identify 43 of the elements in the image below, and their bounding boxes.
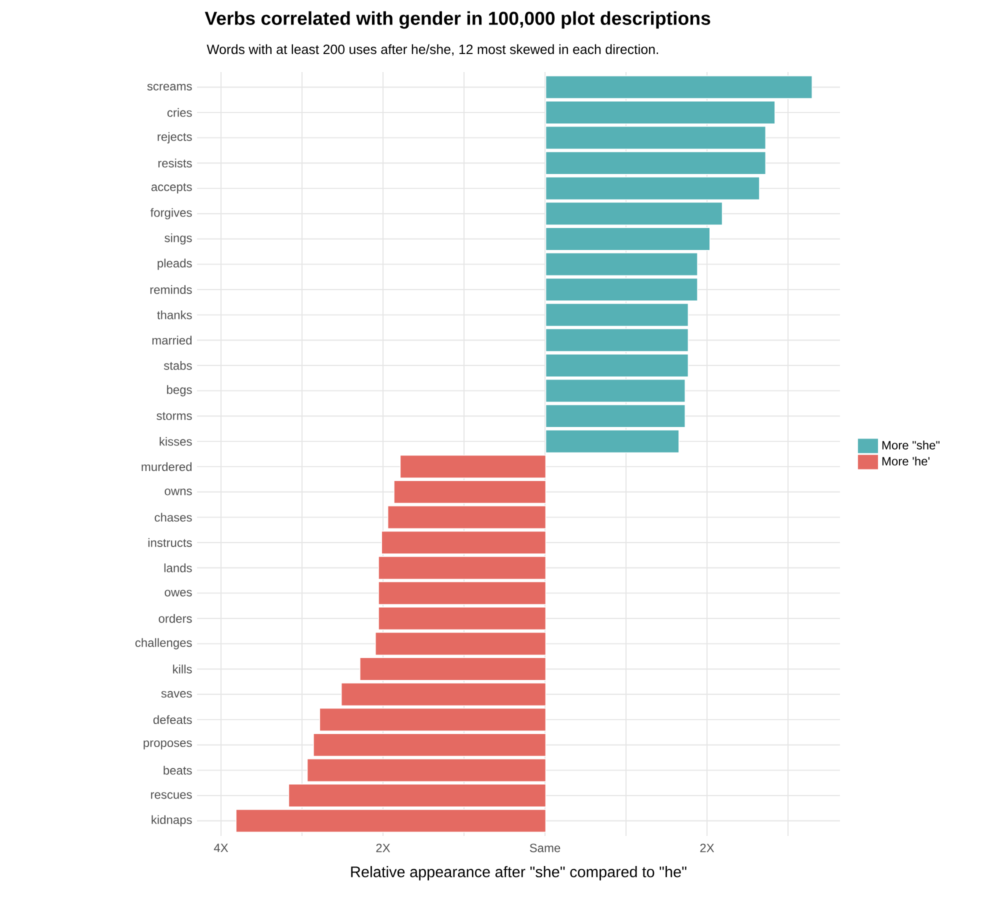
y-tick-label: stabs (164, 361, 192, 370)
legend-label: More "she" (882, 440, 940, 450)
bar (375, 632, 546, 656)
bar (545, 378, 686, 403)
y-tick-label: saves (161, 691, 192, 698)
y-tick-label: lands (164, 563, 192, 572)
y-tick-label: resists (158, 158, 192, 168)
bar (545, 252, 698, 276)
y-tick-label: chases (154, 512, 192, 522)
y-tick-label: screams (147, 84, 192, 90)
y-tick-label: cries (167, 108, 192, 117)
y-tick-label: instructs (148, 538, 192, 547)
chart-title: Verbs correlated with gender in 100,000 plot descriptions (204, 11, 710, 29)
text: 2X (700, 844, 714, 852)
y-tick-label: storms (156, 412, 192, 420)
y-tick-label: kidnaps (152, 815, 192, 826)
text: 4X (214, 844, 228, 852)
y-tick-label: beats (164, 766, 192, 775)
y-tick-label: kisses (160, 436, 192, 446)
y-tick-label: proposes (144, 740, 192, 750)
y-tick-label: orders (158, 614, 192, 623)
legend-label: More 'he' (882, 456, 930, 466)
text: Same (530, 844, 560, 852)
y-tick-label: rejects (158, 132, 192, 144)
y-tick-label: accepts (151, 183, 192, 194)
x-axis-title: Relative appearance after "she" compared to "he" (351, 866, 686, 880)
bar (387, 505, 546, 530)
y-tick-label: owns (164, 488, 192, 496)
y-tick-label: kills (173, 664, 192, 674)
y-tick-label: thanks (157, 310, 192, 320)
y-tick-label: reminds (150, 285, 192, 294)
y-tick-label: challenges (135, 638, 192, 650)
y-tick-label: defeats (153, 715, 192, 724)
y-tick-label: murdered (142, 462, 192, 472)
y-tick-label: owes (164, 590, 192, 596)
y-tick-label: sings (164, 233, 192, 245)
y-tick-label: married (152, 336, 192, 345)
y-tick-label: begs (167, 385, 192, 396)
text: 2X (376, 844, 390, 852)
y-tick-label: forgives (150, 208, 192, 220)
y-tick-label: rescues (151, 792, 192, 799)
y-tick-label: pleads (158, 258, 192, 270)
chart-subtitle: Words with at least 200 uses after he/she, 12 most skewed in each direction. (206, 44, 658, 56)
